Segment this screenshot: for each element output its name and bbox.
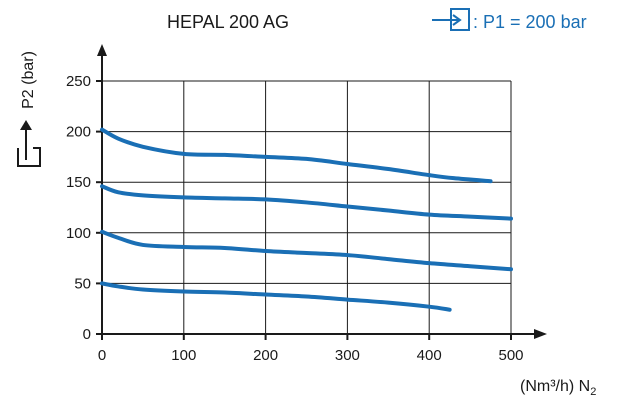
outlet-arrow-icon bbox=[17, 120, 41, 167]
axes bbox=[96, 44, 547, 340]
y-tick-label: 0 bbox=[83, 326, 91, 343]
inlet-pressure-label: : P1 = 200 bar bbox=[473, 12, 587, 32]
y-tick-label: 200 bbox=[66, 124, 91, 141]
x-tick-label: 200 bbox=[253, 347, 278, 364]
x-tick-label: 400 bbox=[417, 347, 442, 364]
x-tick-label: 500 bbox=[498, 347, 523, 364]
series-line-2 bbox=[100, 184, 513, 221]
y-tick-label: 150 bbox=[66, 174, 91, 191]
series-line-4 bbox=[100, 281, 452, 312]
x-axis-label-main: (Nm³/h) N bbox=[520, 378, 590, 395]
x-tick-label: 100 bbox=[171, 347, 196, 364]
grid-lines bbox=[102, 80, 512, 334]
series-line-3 bbox=[100, 229, 513, 272]
y-axis-label: P2 (bar) bbox=[20, 51, 37, 109]
y-tick-label: 50 bbox=[74, 275, 91, 292]
y-tick-label: 100 bbox=[66, 225, 91, 242]
x-axis-arrow bbox=[534, 329, 547, 339]
x-tick-label: 0 bbox=[98, 347, 106, 364]
x-tick-label: 300 bbox=[335, 347, 360, 364]
y-tick-label: 250 bbox=[66, 73, 91, 90]
chart-title: HEPAL 200 AG bbox=[167, 12, 289, 32]
x-tick-labels: 0 100 200 300 400 500 bbox=[98, 347, 524, 364]
inlet-arrow-box-icon bbox=[432, 8, 470, 31]
x-axis-label-subscript: 2 bbox=[590, 386, 596, 398]
x-axis-label: (Nm³/h) N2 bbox=[520, 378, 596, 398]
series-line-1 bbox=[100, 127, 493, 184]
series-lines bbox=[100, 127, 513, 312]
y-axis-arrow bbox=[97, 44, 107, 56]
y-tick-labels: 0 50 100 150 200 250 bbox=[66, 73, 91, 343]
